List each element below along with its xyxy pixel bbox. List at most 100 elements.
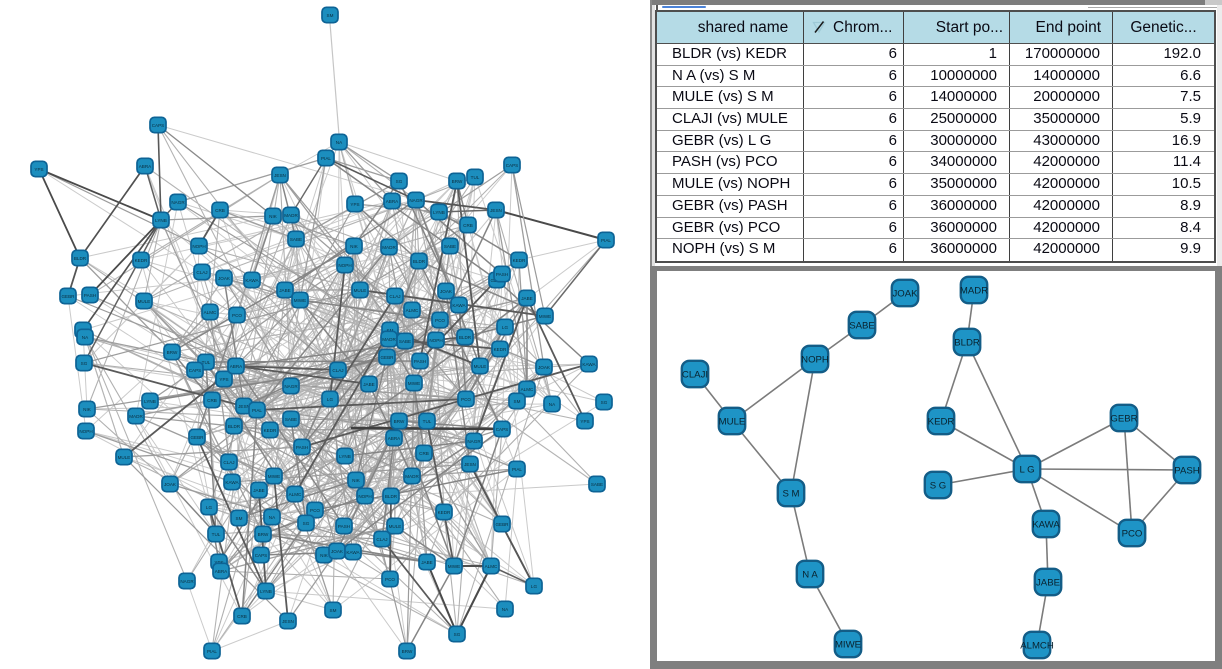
svg-text:MULE: MULE bbox=[474, 364, 487, 369]
svg-text:KAWA: KAWA bbox=[1032, 519, 1060, 530]
svg-text:CAPS: CAPS bbox=[496, 427, 509, 432]
svg-text:BLDR: BLDR bbox=[413, 259, 426, 264]
svg-text:MADR: MADR bbox=[382, 337, 396, 342]
svg-text:GEBR: GEBR bbox=[1110, 413, 1137, 424]
svg-text:KEDR: KEDR bbox=[264, 428, 277, 433]
svg-text:JABE: JABE bbox=[363, 382, 375, 387]
svg-text:MIWE: MIWE bbox=[539, 314, 552, 319]
svg-text:PCO: PCO bbox=[1122, 528, 1143, 539]
svg-text:PASH: PASH bbox=[338, 524, 350, 529]
svg-text:PCO: PCO bbox=[435, 318, 445, 323]
svg-text:SG: SG bbox=[81, 361, 88, 366]
svg-text:MULE: MULE bbox=[389, 524, 402, 529]
svg-text:S G: S G bbox=[930, 480, 947, 491]
svg-text:JESN: JESN bbox=[238, 404, 250, 409]
svg-text:LYNB: LYNB bbox=[260, 589, 272, 594]
svg-text:NOPH: NOPH bbox=[801, 354, 829, 365]
svg-text:CRB: CRB bbox=[419, 451, 429, 456]
svg-text:JOAK: JOAK bbox=[218, 276, 231, 281]
svg-text:MIWE: MIWE bbox=[835, 639, 861, 650]
svg-text:KAWA: KAWA bbox=[346, 550, 360, 555]
svg-text:LG: LG bbox=[531, 584, 538, 589]
svg-text:NA: NA bbox=[502, 607, 509, 612]
svg-text:LYNB: LYNB bbox=[144, 399, 156, 404]
svg-text:ABRA: ABRA bbox=[139, 164, 152, 169]
svg-text:NIK: NIK bbox=[350, 244, 359, 249]
svg-text:ALMCH: ALMCH bbox=[1020, 640, 1054, 651]
svg-text:MULE: MULE bbox=[138, 299, 151, 304]
svg-text:SM: SM bbox=[330, 608, 337, 613]
svg-text:JABE: JABE bbox=[1036, 577, 1060, 588]
svg-text:BRW: BRW bbox=[394, 419, 405, 424]
svg-text:KEDR: KEDR bbox=[494, 347, 507, 352]
svg-text:CAPS: CAPS bbox=[506, 163, 519, 168]
svg-text:LYNB: LYNB bbox=[155, 218, 167, 223]
svg-text:SABE: SABE bbox=[290, 237, 302, 242]
svg-text:ALMC: ALMC bbox=[289, 492, 302, 497]
svg-text:YPS: YPS bbox=[219, 377, 228, 382]
svg-text:PASH: PASH bbox=[84, 293, 96, 298]
svg-text:SM: SM bbox=[514, 399, 521, 404]
svg-text:MULE: MULE bbox=[719, 416, 746, 427]
svg-text:KAWA: KAWA bbox=[225, 480, 239, 485]
svg-text:LYNB: LYNB bbox=[433, 210, 445, 215]
svg-text:PASH: PASH bbox=[496, 272, 508, 277]
svg-text:KEDR: KEDR bbox=[438, 510, 451, 515]
svg-text:NOPH: NOPH bbox=[79, 429, 92, 434]
svg-text:KAWA: KAWA bbox=[582, 362, 596, 367]
svg-text:LG: LG bbox=[206, 505, 213, 510]
svg-text:PIAL: PIAL bbox=[207, 649, 217, 654]
svg-text:SG: SG bbox=[601, 400, 608, 405]
svg-text:YPS: YPS bbox=[34, 167, 43, 172]
svg-text:BRW: BRW bbox=[258, 532, 269, 537]
svg-text:GEBR: GEBR bbox=[380, 355, 394, 360]
svg-text:ABRA: ABRA bbox=[388, 436, 401, 441]
svg-text:ABRA: ABRA bbox=[215, 569, 228, 574]
svg-text:ALMC: ALMC bbox=[521, 387, 534, 392]
svg-text:PCO: PCO bbox=[461, 397, 471, 402]
svg-text:PCO: PCO bbox=[232, 313, 242, 318]
svg-text:LG: LG bbox=[327, 397, 334, 402]
svg-text:CRB: CRB bbox=[237, 614, 247, 619]
svg-text:PASH: PASH bbox=[414, 359, 426, 364]
svg-text:GEBR: GEBR bbox=[495, 522, 509, 527]
svg-text:TUL: TUL bbox=[202, 360, 211, 365]
svg-text:PIAL: PIAL bbox=[512, 467, 522, 472]
svg-text:MADR: MADR bbox=[405, 474, 419, 479]
svg-text:BRW: BRW bbox=[167, 350, 178, 355]
svg-text:TUL: TUL bbox=[423, 419, 432, 424]
svg-text:SABE: SABE bbox=[849, 320, 875, 331]
svg-text:SABE: SABE bbox=[591, 482, 603, 487]
svg-text:MIWE: MIWE bbox=[268, 474, 281, 479]
svg-text:MIWE: MIWE bbox=[294, 298, 307, 303]
svg-text:YPS: YPS bbox=[350, 202, 359, 207]
svg-text:BLDR: BLDR bbox=[954, 337, 980, 348]
svg-text:CLAJ: CLAJ bbox=[376, 537, 387, 542]
svg-text:ALMC: ALMC bbox=[204, 310, 217, 315]
svg-text:CAPS: CAPS bbox=[255, 553, 268, 558]
svg-text:YPS: YPS bbox=[214, 560, 223, 565]
svg-text:JESN: JESN bbox=[490, 208, 502, 213]
svg-text:CLAJI: CLAJI bbox=[682, 369, 708, 380]
svg-text:KAWA: KAWA bbox=[245, 278, 259, 283]
svg-text:MADR: MADR bbox=[382, 245, 396, 250]
svg-text:NAGR: NAGR bbox=[284, 384, 298, 389]
svg-text:NA: NA bbox=[269, 515, 276, 520]
svg-text:YPS: YPS bbox=[580, 419, 589, 424]
svg-text:CAPS: CAPS bbox=[189, 368, 202, 373]
svg-text:BRW: BRW bbox=[402, 649, 413, 654]
svg-text:JABE: JABE bbox=[253, 488, 265, 493]
svg-text:SM: SM bbox=[236, 516, 243, 521]
svg-text:JOAK: JOAK bbox=[892, 288, 918, 299]
svg-text:SG: SG bbox=[303, 521, 310, 526]
svg-text:ABRA: ABRA bbox=[230, 364, 243, 369]
svg-text:NAGR: NAGR bbox=[171, 200, 185, 205]
svg-text:TUL: TUL bbox=[471, 175, 480, 180]
svg-text:NOPH: NOPH bbox=[358, 494, 371, 499]
svg-text:SABE: SABE bbox=[444, 244, 456, 249]
svg-text:NOPH: NOPH bbox=[429, 338, 442, 343]
svg-text:PIAL: PIAL bbox=[252, 408, 262, 413]
svg-text:KEDR: KEDR bbox=[928, 416, 955, 427]
svg-text:SM: SM bbox=[387, 328, 394, 333]
svg-text:NAGR: NAGR bbox=[180, 579, 194, 584]
